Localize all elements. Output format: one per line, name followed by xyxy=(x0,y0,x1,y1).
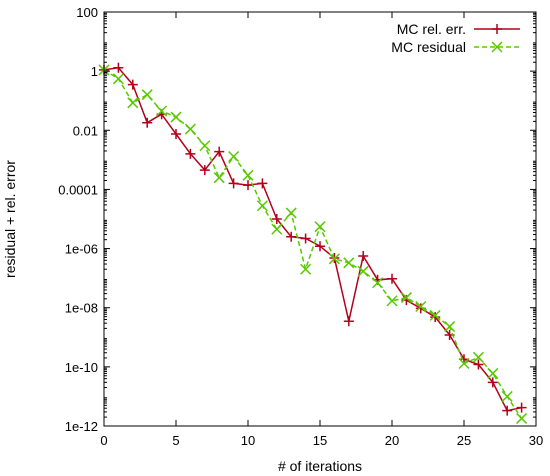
legend-label-residual: MC residual xyxy=(391,39,466,55)
data-point-rel-err xyxy=(142,117,153,128)
data-point-residual xyxy=(228,150,240,163)
data-point-residual xyxy=(487,367,499,379)
data-point-residual xyxy=(199,140,211,152)
data-point-rel-err xyxy=(358,251,369,262)
data-point-rel-err xyxy=(127,79,138,90)
data-point-residual xyxy=(170,111,182,123)
data-point-rel-err xyxy=(171,128,181,139)
legend-marker-rel-err xyxy=(492,24,502,34)
data-point-residual xyxy=(372,277,384,289)
data-point-residual xyxy=(415,300,427,313)
data-point-rel-err xyxy=(502,405,513,416)
data-point-rel-err xyxy=(315,241,325,252)
y-tick-label: 1e-10 xyxy=(65,360,98,375)
data-point-residual xyxy=(472,351,484,363)
y-tick-label: 1e-08 xyxy=(65,301,98,316)
data-point-residual xyxy=(328,253,340,265)
x-tick-label: 5 xyxy=(172,433,179,448)
data-point-residual xyxy=(141,89,153,101)
data-point-rel-err xyxy=(185,148,196,159)
x-tick-label: 10 xyxy=(241,433,255,448)
data-point-residual xyxy=(444,321,456,333)
y-tick-label: 0.01 xyxy=(73,123,98,138)
data-point-residual xyxy=(357,265,369,277)
data-point-residual xyxy=(213,172,225,184)
data-point-residual xyxy=(256,200,268,212)
data-point-rel-err xyxy=(257,178,268,189)
data-point-residual xyxy=(156,105,168,117)
legend-label-rel-err: MC rel. err. xyxy=(397,21,466,37)
data-point-residual xyxy=(343,257,355,269)
y-tick-label: 1e-06 xyxy=(65,242,98,257)
data-point-residual xyxy=(314,221,326,233)
y-axis-title: residual + rel. error xyxy=(2,160,18,278)
x-tick-label: 20 xyxy=(385,433,399,448)
data-point-residual xyxy=(127,97,139,109)
data-point-rel-err xyxy=(113,62,124,73)
data-point-residual xyxy=(242,169,254,181)
data-point-residual xyxy=(429,309,441,321)
series-line-residual xyxy=(103,69,523,419)
y-tick-label: 100 xyxy=(76,5,98,20)
data-point-rel-err xyxy=(271,214,282,224)
data-point-rel-err xyxy=(487,377,498,388)
data-point-residual xyxy=(112,73,124,85)
data-point-residual xyxy=(386,295,398,307)
data-point-rel-err xyxy=(228,178,239,189)
data-point-rel-err xyxy=(214,146,225,157)
legend: MC rel. err. MC residual xyxy=(391,21,520,55)
data-point-rel-err xyxy=(243,180,253,191)
data-point-rel-err xyxy=(300,233,311,244)
ticks-layer: 0 5 10 15 20 25 30 1e-12 1e-10 1e-08 1e-06 0.0001 0.… xyxy=(58,5,543,448)
data-point-residual xyxy=(516,412,528,424)
data-point-residual xyxy=(458,357,470,370)
data-point-rel-err xyxy=(516,402,527,413)
data-point-residual xyxy=(184,123,196,135)
data-point-rel-err xyxy=(199,165,210,176)
x-tick-label: 25 xyxy=(457,433,471,448)
data-point-residual xyxy=(300,263,312,275)
data-point-residual xyxy=(501,390,513,402)
data-point-rel-err xyxy=(387,273,397,284)
data-point-rel-err xyxy=(343,316,354,327)
data-point-rel-err xyxy=(473,359,484,370)
data-point-rel-err xyxy=(286,231,297,242)
series-layer xyxy=(98,62,528,424)
y-tick-label: 1e-12 xyxy=(65,419,98,434)
series-line-rel-err xyxy=(103,67,522,412)
y-tick-label: 0.0001 xyxy=(58,182,98,197)
x-tick-label: 30 xyxy=(529,433,543,448)
y-tick-label: 1 xyxy=(91,64,98,79)
x-tick-label: 0 xyxy=(100,433,107,448)
x-tick-label: 15 xyxy=(313,433,327,448)
x-axis-title: # of iterations xyxy=(278,458,362,474)
data-point-residual xyxy=(400,292,412,304)
data-point-residual xyxy=(285,207,297,219)
data-point-residual xyxy=(271,223,283,235)
legend-marker-residual xyxy=(491,41,503,53)
